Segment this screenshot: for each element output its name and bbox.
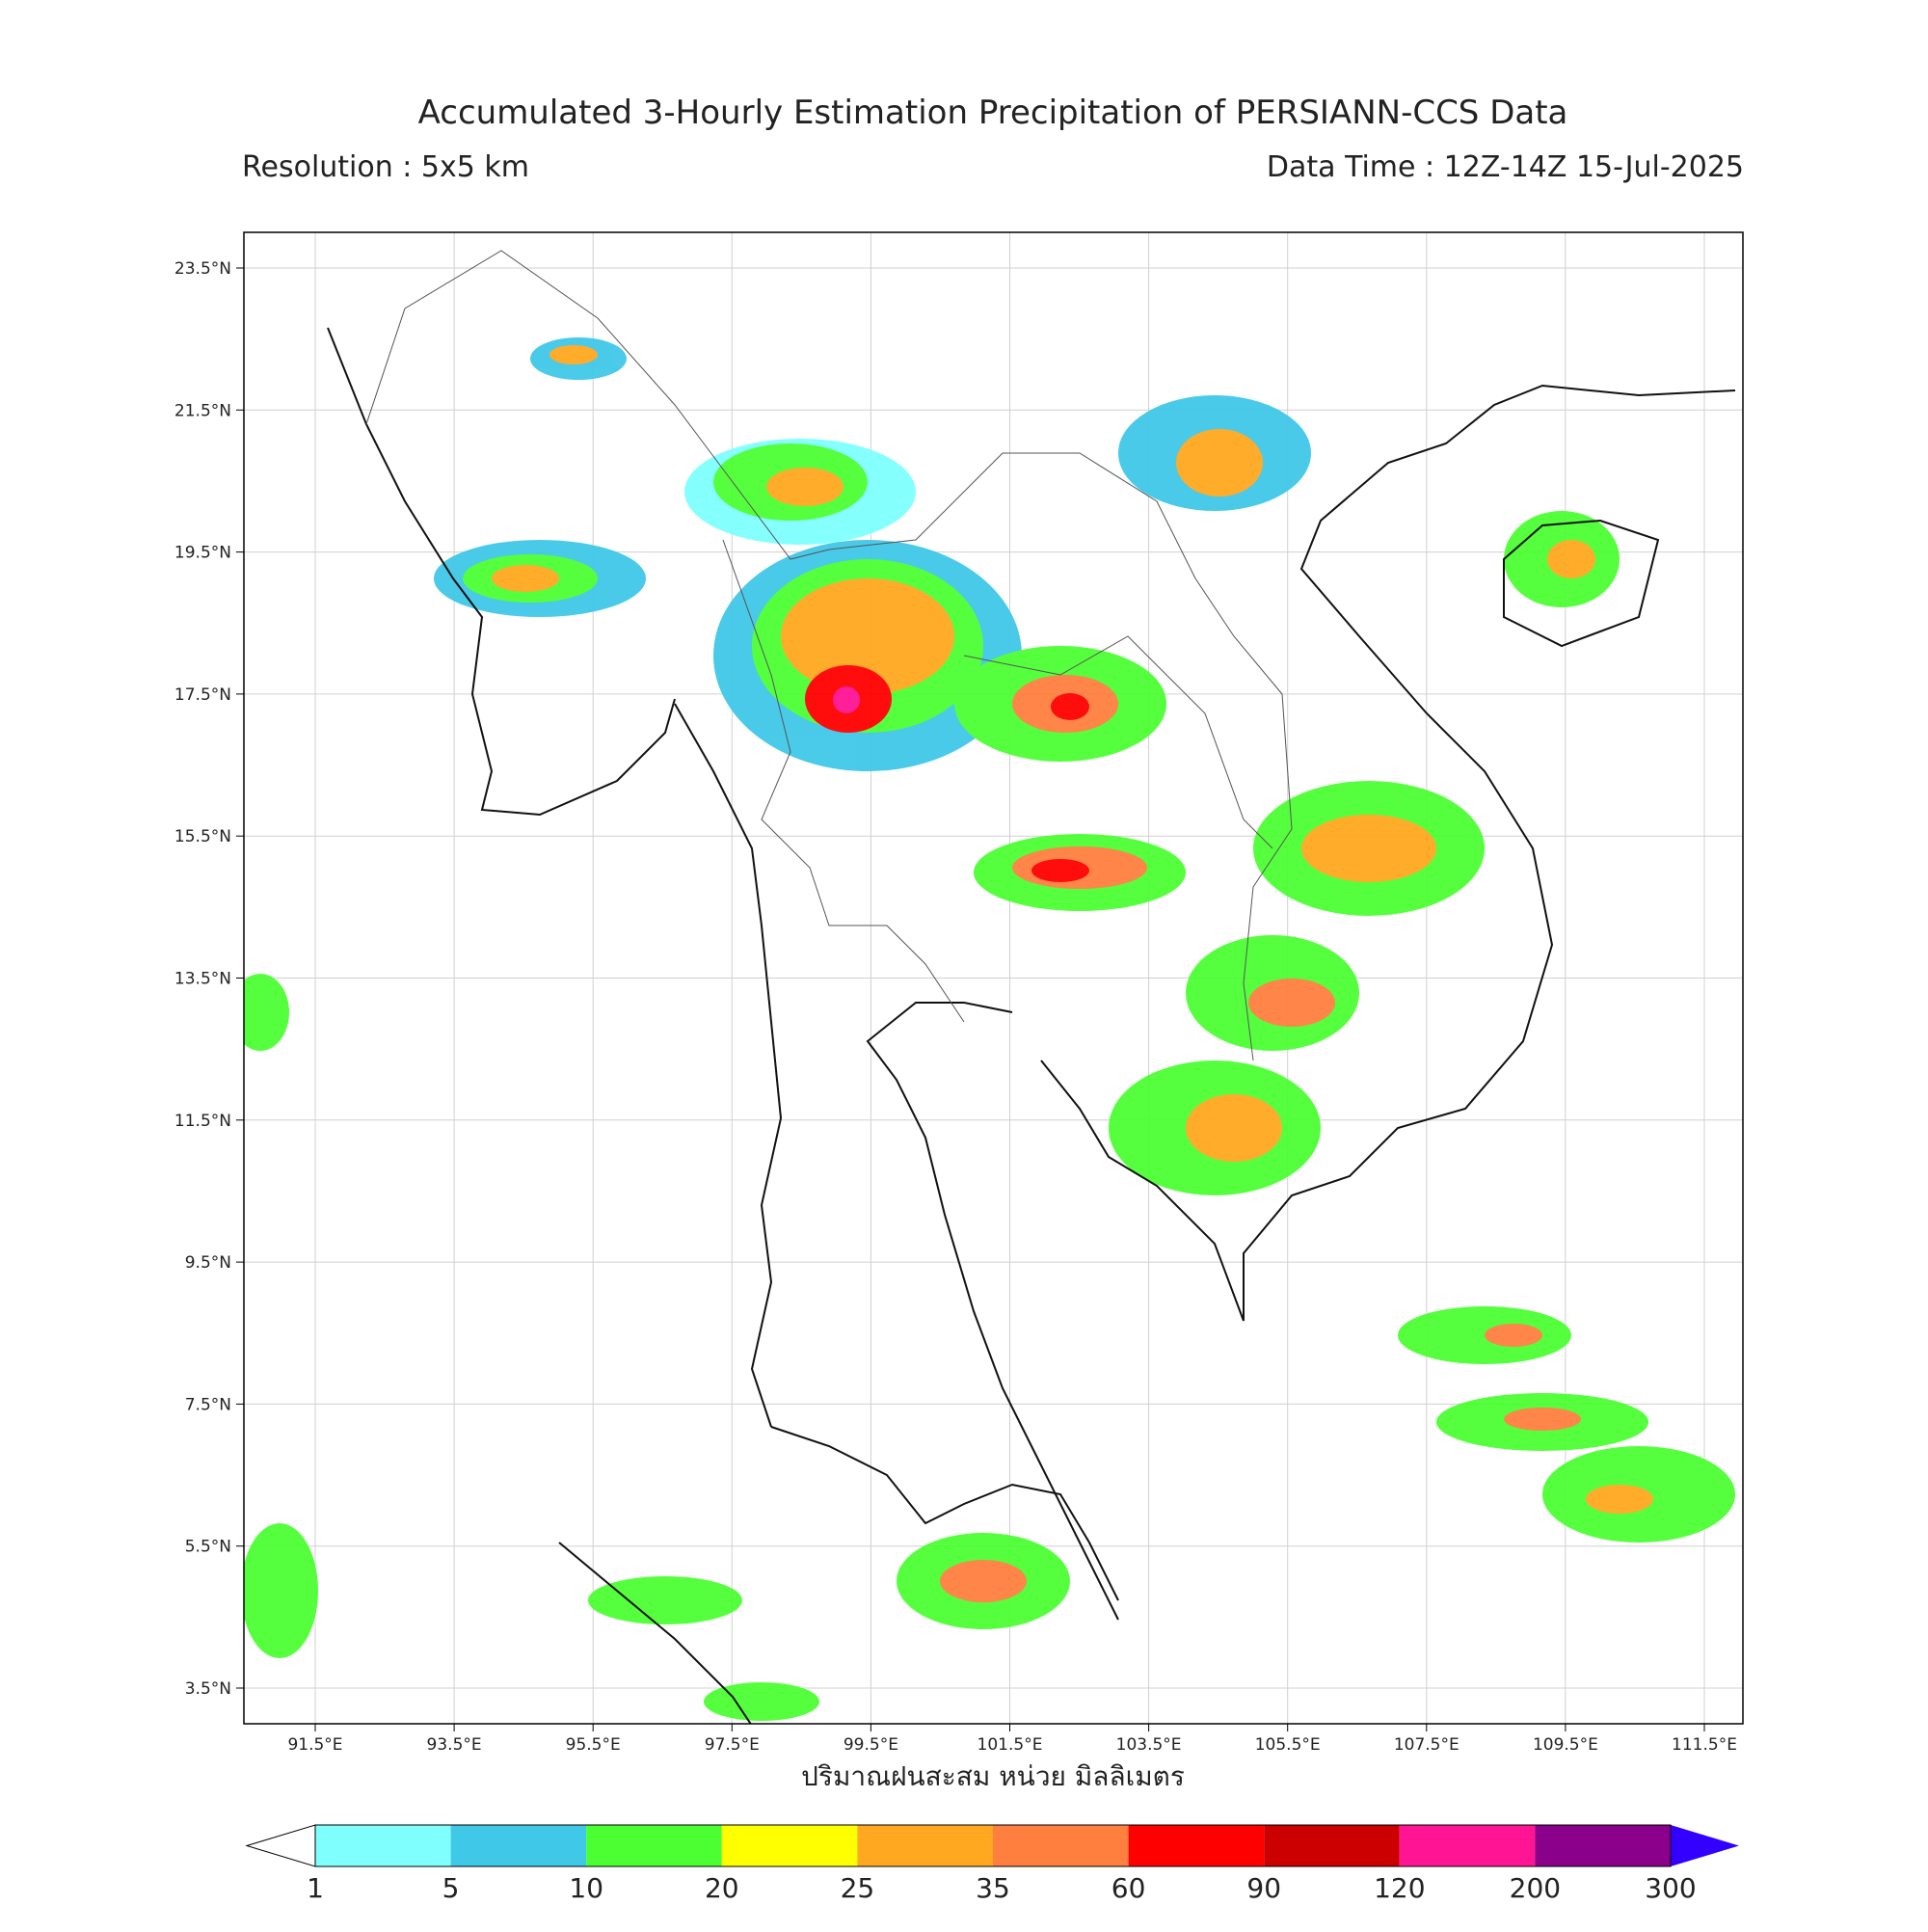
lat-label: 21.5°N <box>174 401 231 420</box>
borders <box>365 250 1293 1061</box>
lat-label: 3.5°N <box>185 1679 231 1699</box>
colorbar-label: 200 <box>1510 1872 1561 1904</box>
lon-label: 107.5°E <box>1394 1735 1459 1755</box>
colorbar-frame <box>314 1824 1672 1867</box>
title: Accumulated 3-Hourly Estimation Precipit… <box>418 94 1568 132</box>
x-label: ปริมาณฝนสะสม หน่วย มิลลิเมตร <box>801 1760 1185 1792</box>
lat-label: 5.5°N <box>185 1538 231 1557</box>
lon-label: 111.5°E <box>1672 1735 1737 1755</box>
lon-label: 91.5°E <box>287 1735 342 1755</box>
lon-label: 93.5°E <box>427 1735 482 1755</box>
lon-label: 95.5°E <box>566 1735 621 1755</box>
colorbar-label: 5 <box>442 1872 460 1904</box>
lat-label: 17.5°N <box>174 685 231 705</box>
colorbar-segment <box>1264 1825 1400 1866</box>
colorbar-segment <box>1128 1825 1265 1866</box>
colorbar-segment <box>857 1825 993 1866</box>
colorbar-segment <box>721 1825 858 1866</box>
rain-cells <box>244 337 1735 1721</box>
lat-label: 7.5°N <box>185 1395 231 1414</box>
map-area <box>244 232 1743 1724</box>
colorbar: 1 5 10 20 25 35 60 90 120 200 300 <box>245 1824 1739 1904</box>
colorbar-segment <box>993 1825 1129 1866</box>
lon-label: 103.5°E <box>1116 1735 1182 1755</box>
colorbar-segment <box>1399 1825 1536 1866</box>
colorbar-label: 60 <box>1111 1872 1146 1904</box>
colorbar-label: 90 <box>1246 1872 1281 1904</box>
lat-label: 13.5°N <box>174 970 231 989</box>
colorbar-under <box>245 1824 316 1867</box>
colorbar-segment <box>450 1825 587 1866</box>
colorbar-label: 10 <box>569 1872 603 1904</box>
lat-label: 11.5°N <box>174 1112 231 1131</box>
lat-labels: 23.5°N 21.5°N 19.5°N 17.5°N 15.5°N 13.5°N 11.5… <box>174 259 231 1699</box>
colorbar-label: 1 <box>307 1872 324 1904</box>
colorbar-segment <box>1535 1825 1671 1866</box>
data-time: Data Time : 12Z-14Z 15-Jul-2025 <box>1267 150 1744 184</box>
coastlines <box>327 327 1736 1724</box>
resolution: Resolution : 5x5 km <box>242 150 529 184</box>
lat-label: 23.5°N <box>174 259 231 279</box>
lat-label: 9.5°N <box>185 1253 231 1273</box>
lat-label: 15.5°N <box>174 827 231 846</box>
colorbar-label: 25 <box>841 1872 875 1904</box>
colorbar-label: 35 <box>976 1872 1010 1904</box>
colorbar-label: 300 <box>1645 1872 1696 1904</box>
colorbar-segment <box>315 1825 451 1866</box>
colorbar-label: 20 <box>705 1872 739 1904</box>
colorbar-label: 120 <box>1374 1872 1425 1904</box>
colorbar-over <box>1671 1825 1739 1866</box>
colorbar-segment <box>586 1825 722 1866</box>
lon-label: 99.5°E <box>844 1735 898 1755</box>
lat-label: 19.5°N <box>174 544 231 563</box>
lon-label: 101.5°E <box>977 1735 1043 1755</box>
lon-label: 97.5°E <box>705 1735 760 1755</box>
lon-labels: 91.5°E 93.5°E 95.5°E 97.5°E 99.5°E 101.5°E 103… <box>287 1735 1737 1755</box>
lon-label: 105.5°E <box>1255 1735 1321 1755</box>
lon-label: 109.5°E <box>1533 1735 1598 1755</box>
